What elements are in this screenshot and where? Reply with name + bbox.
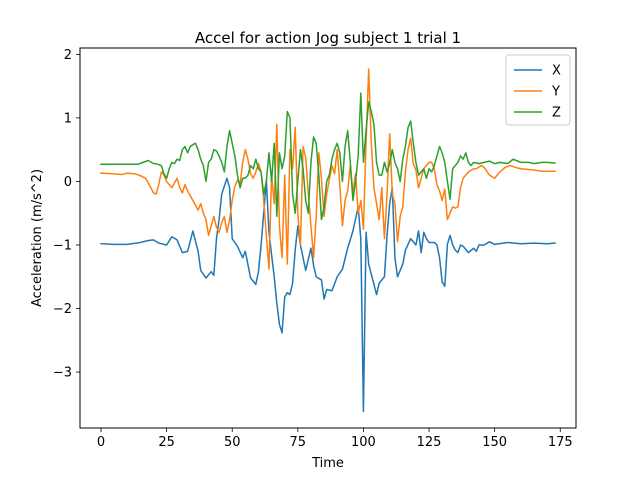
x-tick-label: 100 (351, 435, 376, 450)
series-line-y (100, 68, 556, 270)
x-axis-label: Time (311, 456, 344, 471)
x-tick-label: 50 (224, 435, 241, 450)
x-tick-label: 175 (548, 435, 573, 450)
x-tick-label: 25 (158, 435, 175, 450)
x-tick-label: 0 (97, 435, 105, 450)
legend-label-z: Z (552, 106, 561, 121)
x-axis-ticks: 0 25 50 75 100 125 150 175 (97, 428, 573, 450)
y-tick-label: 1 (64, 111, 72, 126)
legend-label-x: X (552, 64, 561, 79)
x-tick-label: 125 (417, 435, 442, 450)
legend-box (505, 54, 571, 126)
y-tick-label: 2 (64, 48, 72, 63)
chart-title: Accel for action Jog subject 1 trial 1 (195, 29, 461, 47)
y-tick-label: −2 (53, 302, 72, 317)
plot-frame (79, 47, 577, 429)
y-axis-ticks: −3 −2 −1 0 1 2 (53, 48, 80, 381)
legend-label-y: Y (551, 85, 560, 100)
y-tick-label: −3 (53, 366, 72, 381)
series-line-z (100, 92, 556, 221)
x-tick-label: 150 (482, 435, 507, 450)
series-line-x (100, 177, 556, 413)
y-tick-label: −1 (53, 238, 72, 253)
legend: XYZ (505, 54, 571, 126)
series-layer (100, 68, 556, 413)
y-tick-label: 0 (64, 175, 72, 190)
x-tick-label: 75 (290, 435, 307, 450)
y-axis-label: Acceleration (m/s^2) (30, 169, 45, 307)
